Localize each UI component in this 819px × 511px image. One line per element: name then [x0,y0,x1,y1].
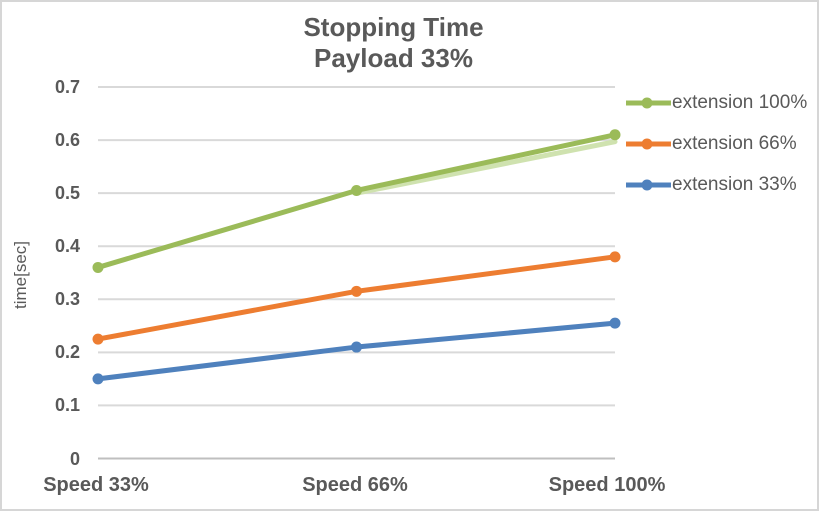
data-point [351,285,362,297]
y-tick-label: 0.4 [54,236,80,257]
data-point [92,373,104,385]
chart-title: Stopping Time Payload 33% [2,12,801,74]
y-tick-label: 0.5 [54,183,80,204]
legend-label: extension 66% [672,133,797,154]
data-point [609,251,621,263]
legend-item-extension-100: extension 100% [625,89,807,117]
x-category-label: Speed 66% [302,474,408,496]
data-point [609,129,621,141]
chart-title-line1: Stopping Time [303,12,484,42]
data-point [609,317,621,329]
y-tick-label: 0 [69,448,80,469]
legend-item-extension-66: extension 66% [625,130,807,158]
chart-title-line2: Payload 33% [314,43,473,73]
data-point [92,333,104,345]
x-category-label: Speed 100% [548,474,666,496]
y-tick-label: 0.6 [54,130,80,151]
legend-label: extension 33% [672,174,797,195]
legend-line-marker-icon [626,138,671,150]
y-tick-label: 0.7 [54,77,80,97]
legend-item-extension-33: extension 33% [625,171,807,199]
data-point [351,184,362,196]
y-tick-label: 0.1 [54,395,80,416]
y-tick-label: 0.3 [54,289,80,310]
series-line-1 [95,254,618,342]
data-point [351,341,362,353]
y-tick-label: 0.2 [54,342,80,363]
legend-label: extension 100% [672,92,808,113]
legend-line-marker-icon [626,179,671,191]
legend-line-marker-icon [626,97,671,109]
legend: extension 100% extension 66% extension 3… [625,89,807,212]
x-category-label: Speed 33% [43,474,149,496]
ghost-series-line [354,139,618,196]
data-point [92,261,104,273]
